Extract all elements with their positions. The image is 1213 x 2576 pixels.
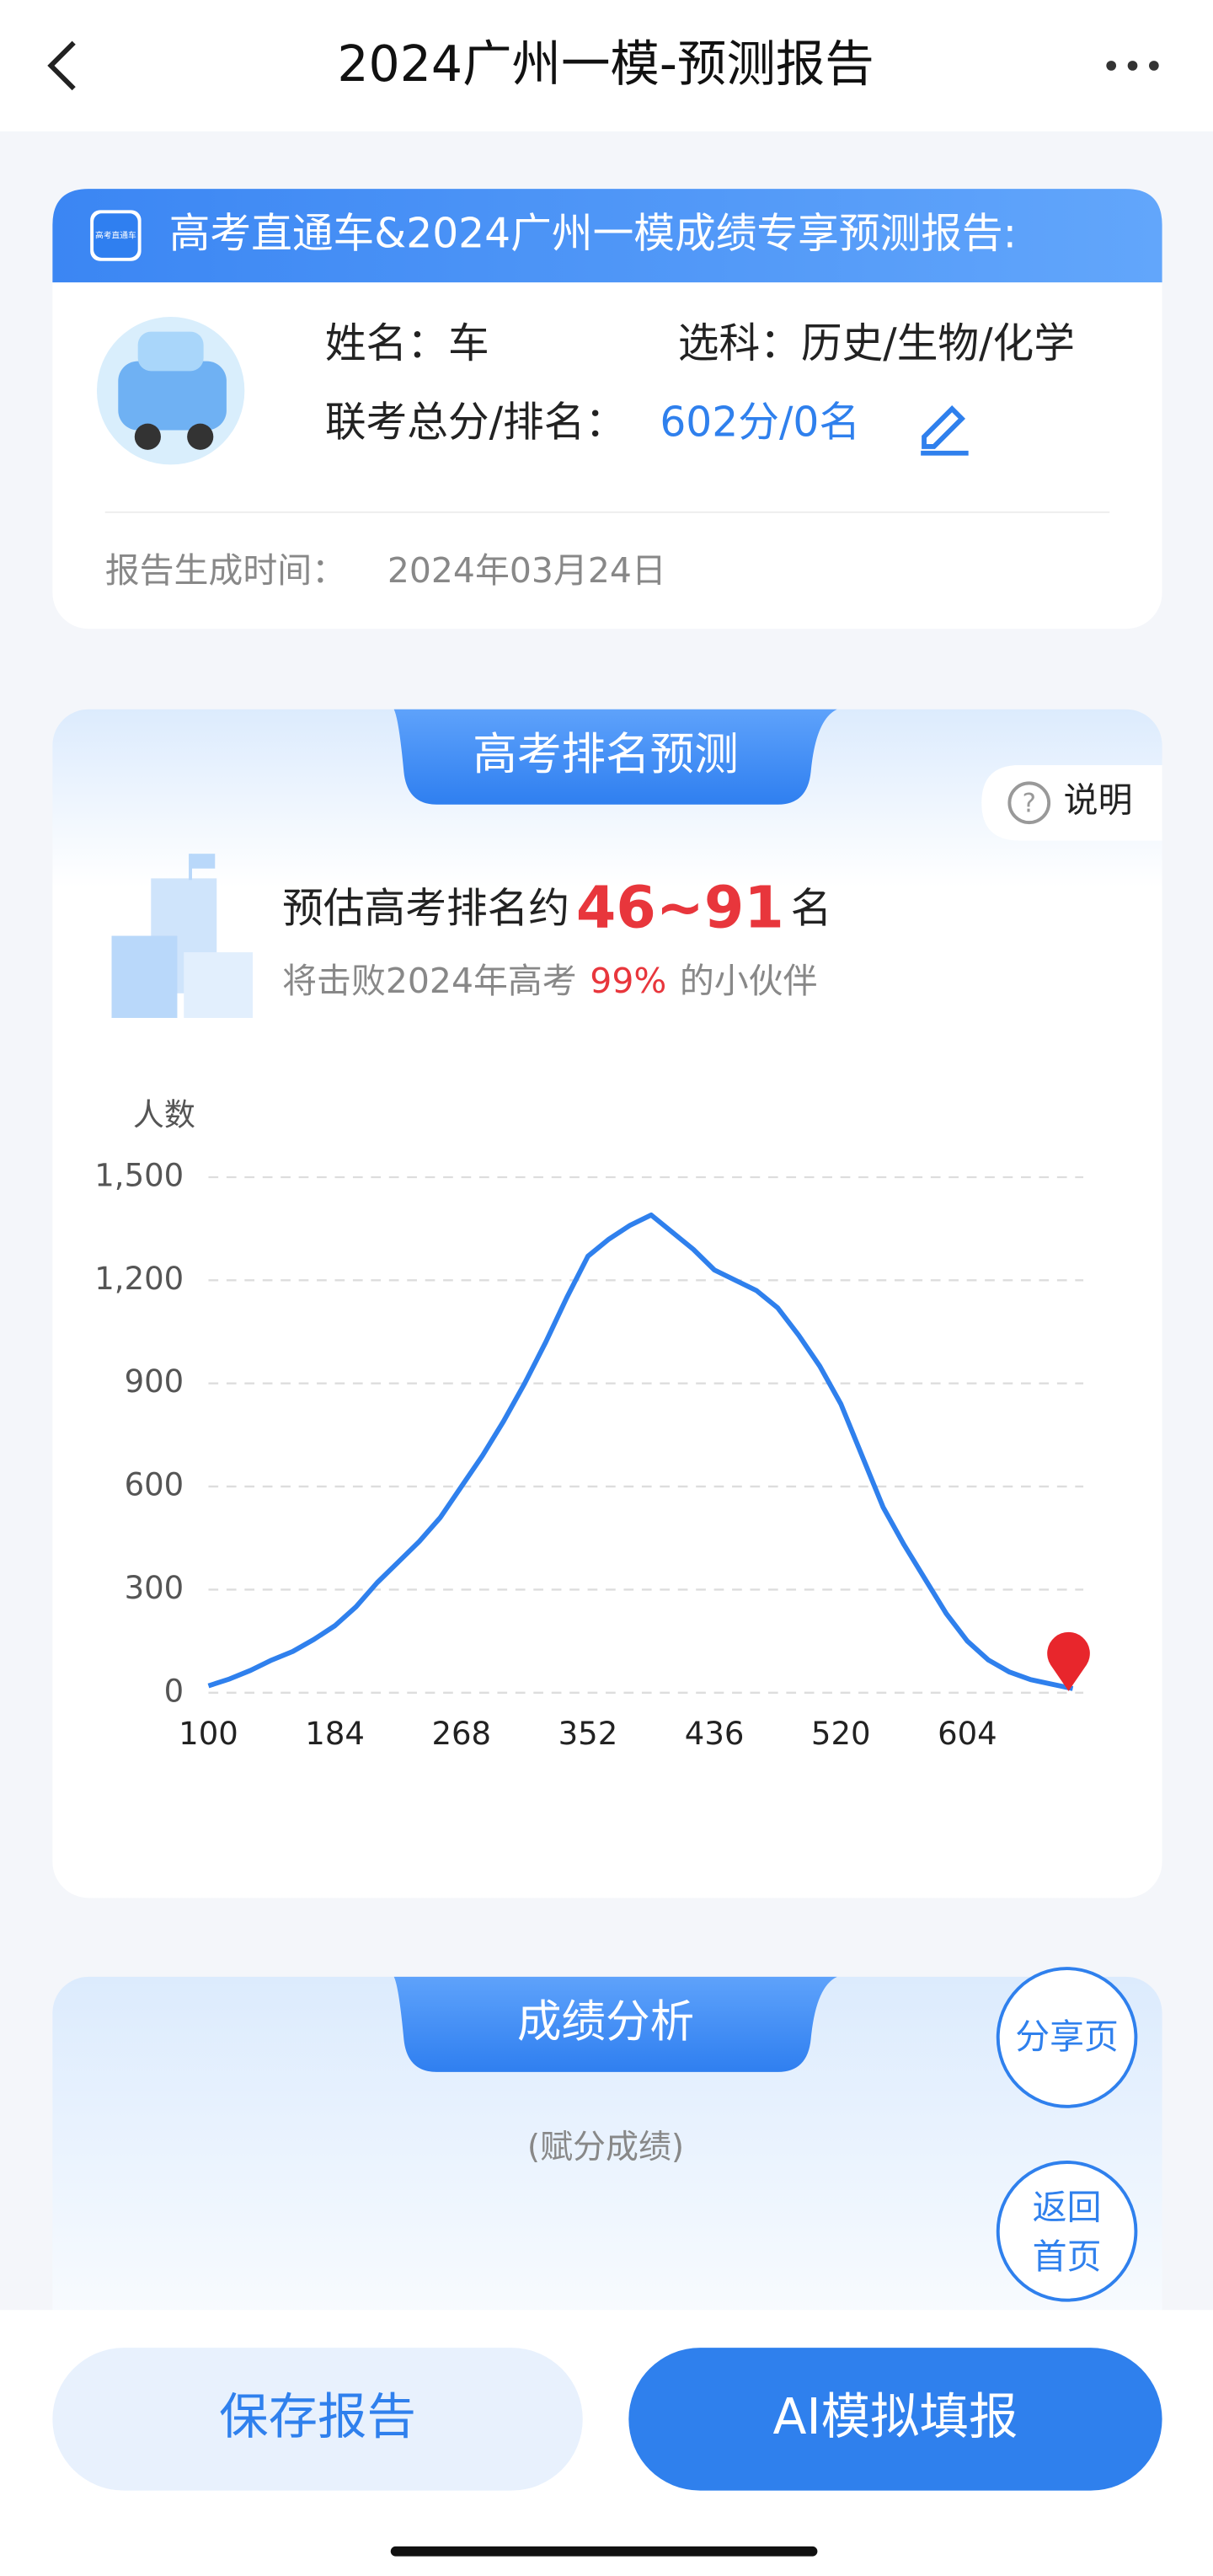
section-subtitle: (赋分成绩): [527, 2129, 684, 2166]
y-tick-label: 300: [125, 1570, 184, 1606]
avatar-wheel: [187, 423, 214, 450]
help-text: 说明: [1064, 780, 1133, 821]
y-tick-label: 1,500: [94, 1157, 184, 1193]
score-value: 602分/0名: [660, 399, 860, 447]
analysis-card: [52, 1976, 1162, 2404]
share-text: 分享页: [1015, 2016, 1119, 2057]
subjects-value: 历史/生物/化学: [801, 320, 1075, 367]
chart: 0 300 600 900 1,200 1,500 100 184 268 352 436 520 60…: [94, 1157, 1090, 1752]
name-label: 姓名：: [325, 320, 448, 367]
edit-button[interactable]: [921, 405, 969, 456]
y-tick-label: 600: [125, 1467, 184, 1503]
section-tab: [393, 1976, 837, 2072]
estimate-prefix: 预估高考排名约: [282, 885, 569, 932]
avatar-wheel: [134, 423, 161, 450]
page-title: 2024广州一模-预测报告: [337, 35, 874, 93]
y-tick-label: 900: [125, 1363, 184, 1400]
beat: 将击败2024年高考 99% 的小伙伴: [282, 961, 817, 1001]
help-button[interactable]: ? 说明: [981, 764, 1162, 841]
logo-inner: [94, 213, 138, 258]
y-tick-label: 1,200: [94, 1261, 184, 1297]
name-value: 车: [448, 320, 489, 367]
beat-suffix: 的小伙伴: [680, 961, 818, 1001]
time-label: 报告生成时间：: [105, 550, 346, 591]
y-tick-label: 0: [164, 1673, 184, 1709]
y-axis-label: 人数: [133, 1096, 195, 1133]
x-tick-label: 184: [305, 1716, 365, 1752]
home-text: 返回: [1033, 2188, 1102, 2228]
nav-bar: [0, 0, 1213, 131]
avatar-car-top: [137, 331, 204, 372]
home-indicator: [390, 2546, 818, 2557]
x-tick-label: 100: [179, 1716, 238, 1752]
beat-percent: 99%: [590, 961, 666, 1001]
x-tick-label: 604: [938, 1716, 997, 1752]
position-pin: [1047, 1631, 1090, 1691]
x-tick-label: 268: [431, 1716, 491, 1752]
back-button[interactable]: [47, 40, 76, 91]
section-tab: [393, 709, 837, 805]
estimate: 预估高考排名约 46~91 名: [282, 875, 831, 941]
save-text: 保存报告: [219, 2388, 416, 2445]
x-tick-label: 436: [685, 1716, 745, 1752]
subjects-label: 选科：: [678, 320, 801, 367]
svg-text:?: ?: [1022, 789, 1036, 819]
rank-card: [52, 709, 1162, 1899]
subjects: 选科：历史/生物/化学: [678, 320, 1075, 367]
building-icon: [111, 854, 254, 1018]
ai-button[interactable]: AI模拟填报: [628, 2348, 1162, 2491]
report-card: [52, 189, 1162, 629]
logo-text: 高考直通车: [95, 230, 136, 241]
share-button[interactable]: 分享页: [996, 1967, 1138, 2108]
name: 姓名：车: [325, 320, 489, 367]
x-tick-label: 520: [811, 1716, 871, 1752]
ai-text: AI模拟填报: [772, 2388, 1018, 2445]
more-button[interactable]: [1106, 61, 1159, 71]
save-button[interactable]: 保存报告: [52, 2348, 583, 2491]
beat-prefix: 将击败2024年高考: [282, 961, 577, 1001]
avatar-car: [118, 361, 227, 431]
time-value: 2024年03月24日: [387, 550, 666, 591]
section-title: 成绩分析: [517, 1996, 694, 2048]
banner-text: 高考直通车&2024广州一模成绩专享预测报告:: [169, 211, 1017, 258]
estimate-range: 46~91: [576, 875, 784, 941]
report-banner: [52, 189, 1162, 283]
estimate-suffix: 名: [791, 885, 832, 932]
section-title: 高考排名预测: [473, 729, 739, 780]
data-line: [207, 1212, 1074, 1691]
home-button[interactable]: 返回 首页: [996, 2161, 1138, 2302]
score-label: 联考总分/排名：: [325, 399, 626, 447]
x-tick-label: 352: [558, 1716, 618, 1752]
home-text: 首页: [1033, 2236, 1102, 2277]
